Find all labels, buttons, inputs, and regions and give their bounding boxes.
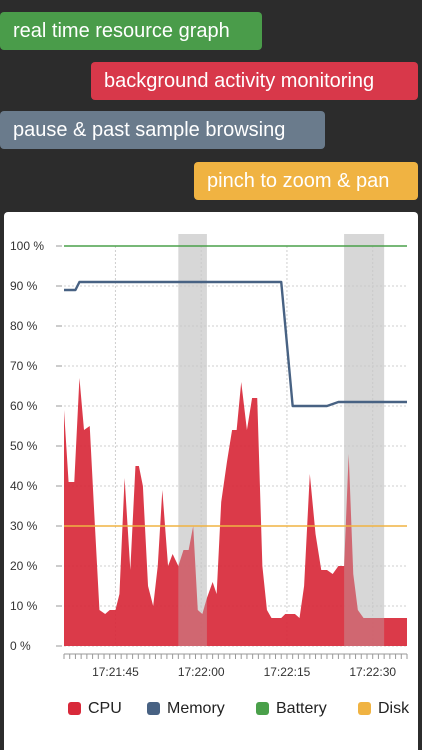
resource-chart[interactable]: 100 % 90 % 80 % 70 % 60 % 50 % 40 % 30 % 20 % 10 … — [4, 212, 418, 692]
x-tick-label: 17:22:30 — [349, 665, 396, 679]
memory-line — [64, 280, 407, 408]
x-tick-label: 17:22:00 — [178, 665, 225, 679]
y-tick-label: 40 % — [10, 479, 38, 493]
y-tick-label: 100 % — [10, 239, 44, 253]
legend-item-battery[interactable]: Battery — [256, 694, 327, 724]
y-tick-label: 30 % — [10, 519, 38, 533]
chart-legend: CPU Memory Battery Disk — [4, 694, 418, 724]
feature-tag-realtime: real time resource graph — [0, 12, 262, 50]
cpu-area — [64, 378, 407, 646]
legend-label-memory: Memory — [167, 700, 225, 717]
y-tick-label: 60 % — [10, 399, 38, 413]
feature-tag-pause: pause & past sample browsing — [0, 111, 325, 149]
legend-swatch-disk — [358, 702, 371, 715]
legend-label-battery: Battery — [276, 700, 327, 717]
legend-label-disk: Disk — [378, 700, 410, 717]
chart-card[interactable]: 100 % 90 % 80 % 70 % 60 % 50 % 40 % 30 % 20 % 10 … — [4, 212, 418, 750]
paused-band-overlay-0 — [178, 234, 207, 646]
feature-tag-background: background activity monitoring — [91, 62, 418, 100]
legend-item-disk[interactable]: Disk — [358, 694, 409, 724]
legend-swatch-cpu — [68, 702, 81, 715]
y-tick-label: 20 % — [10, 559, 38, 573]
x-tick-label: 17:21:45 — [92, 665, 139, 679]
legend-swatch-battery — [256, 702, 269, 715]
legend-item-memory[interactable]: Memory — [147, 694, 225, 724]
feature-tag-zoom: pinch to zoom & pan — [194, 162, 418, 200]
legend-label-cpu: CPU — [88, 700, 122, 717]
legend-item-cpu[interactable]: CPU — [68, 694, 122, 724]
y-tick-label: 10 % — [10, 599, 38, 613]
y-tick-label: 50 % — [10, 439, 38, 453]
x-tick-label: 17:22:15 — [264, 665, 311, 679]
y-tick-label: 70 % — [10, 359, 38, 373]
legend-swatch-memory — [147, 702, 160, 715]
y-tick-label: 0 % — [10, 639, 31, 653]
paused-band-overlay-1 — [344, 234, 385, 646]
y-tick-label: 90 % — [10, 279, 38, 293]
y-tick-label: 80 % — [10, 319, 38, 333]
